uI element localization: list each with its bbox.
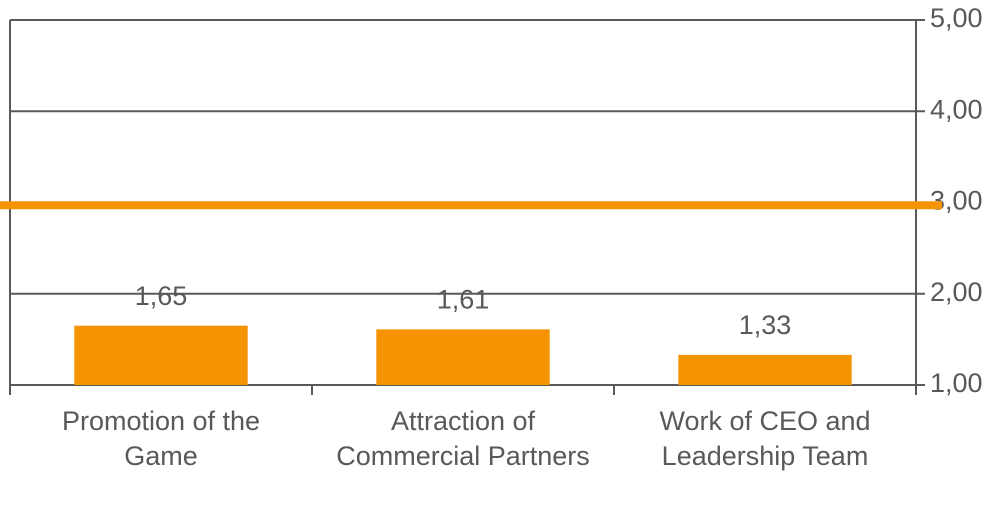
y-tick-label: 1,00 <box>930 368 983 398</box>
y-tick-label: 2,00 <box>930 277 983 307</box>
value-label: 1,65 <box>135 281 188 311</box>
bar <box>376 329 550 385</box>
value-label: 1,33 <box>739 310 792 340</box>
value-label: 1,61 <box>437 284 490 314</box>
x-tick-label: Attraction of Commercial Partners <box>336 406 590 471</box>
x-tick-label: Work of CEO and Leadership Team <box>659 406 870 471</box>
bar <box>678 354 852 385</box>
y-tick-label: 5,00 <box>930 3 983 33</box>
y-tick-label: 3,00 <box>930 186 983 216</box>
y-tick-label: 4,00 <box>930 94 983 124</box>
x-tick-label: Promotion of the Game <box>62 406 260 471</box>
bar <box>74 325 248 385</box>
